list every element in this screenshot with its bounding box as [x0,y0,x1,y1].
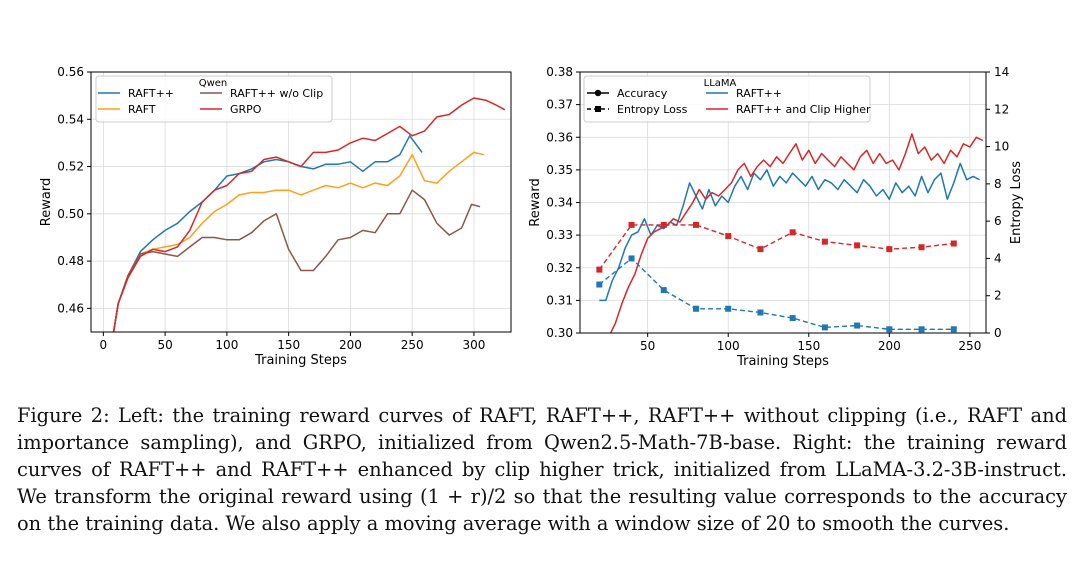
entropy-marker [628,221,635,228]
figure-caption: Figure 2: Left: the training reward curv… [17,404,1067,535]
entropy-marker [918,244,925,251]
y2-tick-label: 0 [994,326,1002,340]
y-tick-label: 0.50 [57,207,84,221]
raft-entropy-loss-line [598,257,954,330]
legend-label: RAFT++ [128,87,174,100]
entropy-marker [918,326,925,333]
legend-label: GRPO [230,103,262,116]
left-legend: Qwen RAFT++ RAFT++ w/o Clip RAFT GRPO [95,75,333,123]
legend-marker [595,106,601,112]
x-tick-label: 50 [157,338,172,352]
x-tick-label: 200 [339,338,362,352]
x-tick-label: 50 [640,339,655,353]
legend-marker [594,89,602,97]
entropy-marker [596,266,603,273]
legend-label: RAFT [128,103,156,116]
left-x-axis-label: Training Steps [254,353,347,368]
y-tick-label: 0.52 [57,160,84,174]
x-tick-label: 250 [401,338,424,352]
entropy-marker [821,238,828,245]
y2-tick-label: 12 [994,102,1009,116]
y-tick-label: 0.35 [546,163,573,177]
right-plot-frame [579,71,987,334]
y-tick-label: 0.54 [57,112,84,126]
y-tick-label: 0.38 [546,65,573,79]
entropy-marker [725,233,732,240]
x-tick-label: 150 [277,338,300,352]
raft-w-o-clip-line [112,189,481,332]
right-y2-axis-label: Entropy Loss [1009,161,1024,244]
entropy-marker [660,287,667,294]
y-tick-label: 0.34 [546,196,573,210]
left-legend-title: Qwen [199,78,228,89]
y-tick-label: 0.37 [546,98,573,112]
x-tick-label: 150 [797,339,820,353]
x-tick-label: 300 [462,338,485,352]
entropy-marker [789,315,796,322]
right-x-axis-label: Training Steps [736,354,829,369]
entropy-marker [693,305,699,312]
x-tick-label: 200 [878,339,901,353]
entropy-marker [854,242,861,249]
entropy-marker [950,326,957,333]
y2-tick-label: 2 [994,289,1002,303]
x-tick-label: 0 [100,338,108,352]
y-tick-label: 0.32 [546,261,573,275]
entropy-marker [628,255,635,262]
y2-tick-label: 14 [994,65,1009,79]
entropy-marker [789,229,796,236]
legend-label: Accuracy [617,87,668,100]
y-tick-label: 0.46 [57,301,84,315]
entropy-marker [660,221,667,228]
y-tick-label: 0.36 [546,130,573,144]
legend-label: RAFT++ [736,87,782,100]
entropy-marker [886,246,893,253]
y-tick-label: 0.31 [546,293,573,307]
raft--line [112,135,423,332]
y-tick-label: 0.30 [546,326,573,340]
entropy-marker [821,324,828,331]
y2-tick-label: 4 [994,251,1002,265]
left-plot-frame [90,71,512,333]
y-tick-label: 0.48 [57,254,84,268]
x-tick-label: 100 [215,338,238,352]
y2-tick-label: 8 [994,177,1002,191]
y-tick-label: 0.56 [57,65,84,79]
x-tick-label: 250 [958,339,981,353]
entropy-marker [854,322,861,329]
entropy-marker [725,305,732,312]
grpo-line [112,97,506,332]
raft-and-clip-higher-line [609,133,984,333]
legend-label: RAFT++ w/o Clip [230,87,323,100]
y-tick-label: 0.33 [546,228,573,242]
left-chart: 0 50 100 150 200 250 300 0.46 0.48 0.50 0.52 0.54 0.… [39,65,512,368]
y2-tick-label: 6 [994,214,1002,228]
left-y-axis-label: Reward [39,178,54,226]
legend-label: RAFT++ and Clip Higher [736,103,871,116]
raft--line [599,162,980,302]
right-y-axis-label: Reward [528,178,543,226]
raft-and-clip-higher-entropy-loss-line [598,224,954,271]
entropy-marker [596,281,603,288]
right-legend-title: LLaMA [704,78,737,89]
entropy-marker [950,240,957,247]
entropy-marker [693,221,699,228]
entropy-marker [757,246,764,253]
raft-line [112,151,484,332]
entropy-marker [886,326,893,333]
entropy-marker [757,309,764,316]
legend-label: Entropy Loss [617,103,688,116]
right-chart: 50 100 150 200 2500.300.310.320.330.340.350.… [528,65,1024,369]
right-legend: LLaMA Accuracy Entropy Loss RAFT++ RAFT++ a… [583,75,871,123]
x-tick-label: 100 [717,339,740,353]
figure: 0 50 100 150 200 250 3000.460.480.500.520.540.… [39,65,1024,369]
y2-tick-label: 10 [994,140,1009,154]
